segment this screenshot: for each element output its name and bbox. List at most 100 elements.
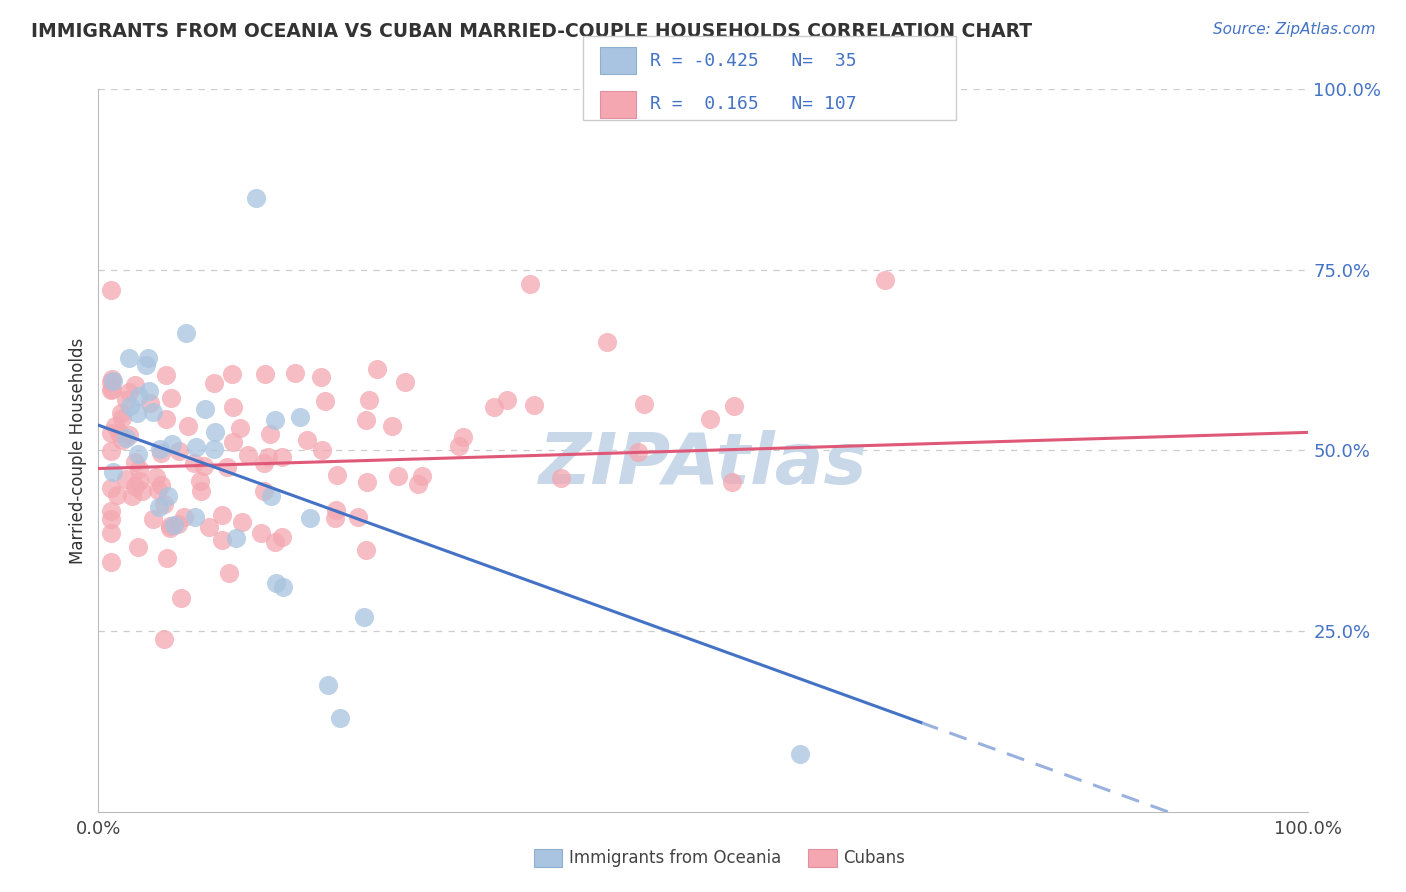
Point	[104, 418, 127, 433]
Point	[297, 433, 319, 447]
Point	[394, 375, 416, 389]
Point	[142, 405, 165, 419]
Point	[408, 477, 430, 491]
Point	[118, 385, 141, 400]
Point	[381, 418, 404, 433]
Point	[136, 351, 159, 365]
Point	[221, 401, 243, 415]
Point	[253, 456, 276, 470]
Point	[160, 391, 183, 405]
Text: Immigrants from Oceania: Immigrants from Oceania	[569, 849, 782, 867]
Point	[260, 489, 283, 503]
Point	[155, 368, 177, 383]
Text: R = -0.425   N=  35: R = -0.425 N= 35	[650, 52, 856, 70]
Point	[299, 510, 322, 524]
Point	[221, 367, 243, 381]
Point	[236, 448, 259, 462]
Point	[264, 575, 287, 590]
Point	[356, 475, 378, 489]
Point	[259, 426, 281, 441]
Point	[314, 393, 336, 408]
Point	[523, 398, 546, 412]
Point	[148, 483, 170, 497]
Point	[411, 468, 433, 483]
Point	[128, 474, 150, 488]
Point	[229, 421, 252, 435]
Point	[100, 511, 122, 525]
Point	[357, 393, 380, 408]
Point	[167, 444, 190, 458]
Point	[202, 376, 225, 390]
Point	[128, 461, 150, 475]
Point	[176, 418, 198, 433]
Point	[596, 335, 619, 350]
Point	[323, 511, 346, 525]
Point	[225, 531, 247, 545]
Point	[160, 437, 183, 451]
Point	[100, 481, 122, 495]
Point	[110, 434, 132, 448]
Point	[159, 521, 181, 535]
Point	[211, 533, 233, 547]
Point	[153, 632, 176, 647]
Point	[496, 392, 519, 407]
Point	[124, 479, 146, 493]
Point	[311, 443, 333, 458]
Point	[153, 497, 176, 511]
Point	[142, 512, 165, 526]
Point	[155, 411, 177, 425]
Point	[150, 445, 173, 459]
Point	[326, 468, 349, 483]
Point	[309, 370, 332, 384]
Point	[347, 510, 370, 524]
Point	[271, 529, 294, 543]
Point	[449, 439, 471, 453]
Point	[284, 366, 307, 380]
Point	[627, 445, 650, 459]
Point	[121, 489, 143, 503]
Point	[156, 489, 179, 503]
Point	[145, 470, 167, 484]
Point	[105, 488, 128, 502]
Point	[103, 465, 125, 479]
Text: Source: ZipAtlas.com: Source: ZipAtlas.com	[1212, 22, 1375, 37]
Point	[174, 326, 197, 340]
Point	[290, 410, 312, 425]
Point	[873, 273, 896, 287]
Point	[127, 540, 149, 554]
Point	[127, 446, 149, 460]
Point	[721, 475, 744, 489]
Text: Cubans: Cubans	[844, 849, 905, 867]
Point	[271, 580, 294, 594]
Point	[162, 518, 184, 533]
Point	[167, 516, 190, 531]
Point	[264, 535, 287, 549]
Point	[316, 678, 339, 692]
Point	[250, 526, 273, 541]
Point	[148, 500, 170, 515]
Point	[194, 401, 217, 416]
Point	[100, 284, 122, 298]
Point	[204, 425, 226, 440]
Point	[217, 459, 239, 474]
Point	[329, 711, 352, 725]
Point	[149, 442, 172, 456]
Point	[188, 474, 211, 488]
Point	[111, 411, 134, 425]
Point	[124, 455, 146, 469]
Point	[118, 428, 141, 442]
Point	[387, 469, 409, 483]
Point	[550, 471, 572, 485]
Point	[218, 566, 240, 581]
Point	[108, 425, 131, 440]
Text: R =  0.165   N= 107: R = 0.165 N= 107	[650, 95, 856, 113]
Point	[138, 384, 160, 398]
Point	[190, 484, 212, 499]
Point	[353, 609, 375, 624]
Point	[135, 358, 157, 372]
Point	[354, 542, 377, 557]
Point	[264, 413, 287, 427]
Text: IMMIGRANTS FROM OCEANIA VS CUBAN MARRIED-COUPLE HOUSEHOLDS CORRELATION CHART: IMMIGRANTS FROM OCEANIA VS CUBAN MARRIED…	[31, 22, 1032, 41]
Point	[245, 191, 267, 205]
Point	[156, 550, 179, 565]
